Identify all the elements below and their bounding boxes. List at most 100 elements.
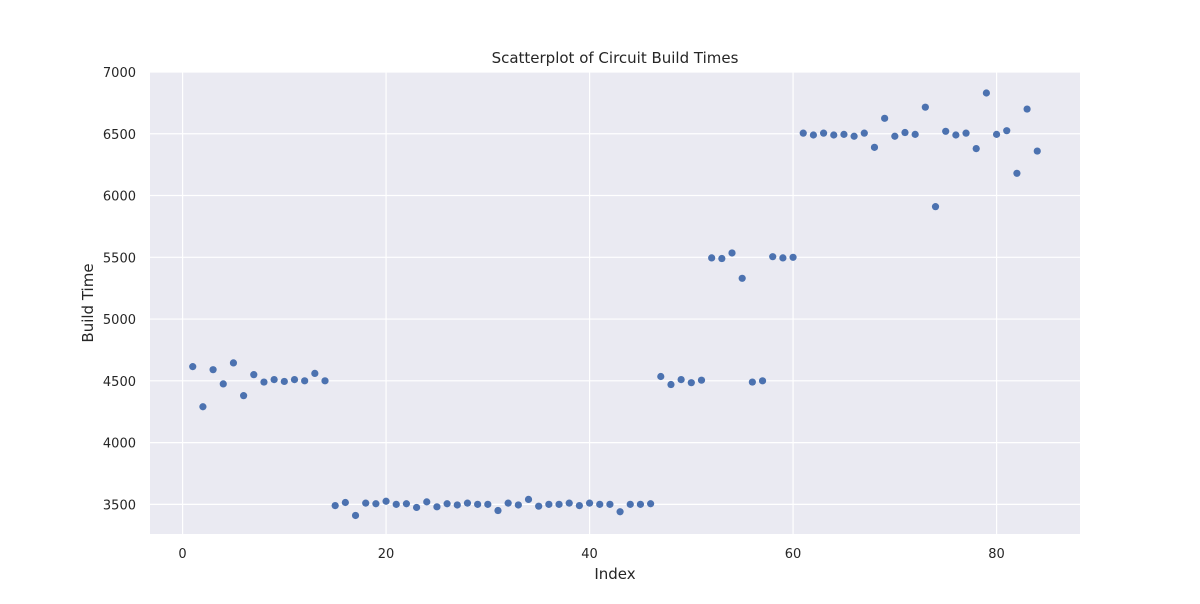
- chart-title: Scatterplot of Circuit Build Times: [492, 49, 739, 67]
- data-point: [962, 129, 970, 137]
- data-point: [697, 376, 706, 384]
- grid-lines: [150, 71, 1080, 534]
- data-point: [758, 377, 767, 385]
- data-point: [229, 359, 238, 367]
- data-point: [647, 500, 655, 508]
- data-point: [667, 380, 675, 389]
- data-point: [718, 254, 726, 263]
- data-point: [412, 503, 421, 512]
- data-point: [453, 501, 461, 509]
- data-point: [769, 253, 777, 261]
- x-tick-label: 0: [178, 547, 186, 562]
- data-point: [199, 403, 207, 411]
- data-point: [463, 499, 472, 507]
- data-point: [942, 127, 950, 135]
- data-point: [270, 375, 278, 384]
- data-point: [626, 500, 634, 508]
- data-point: [535, 502, 543, 510]
- data-point: [870, 143, 879, 151]
- data-point: [362, 499, 370, 507]
- y-tick-label: 4000: [103, 437, 136, 452]
- data-point: [911, 130, 919, 138]
- x-tick-label: 60: [785, 547, 802, 562]
- y-tick-label: 5500: [103, 251, 136, 266]
- data-point: [474, 500, 482, 508]
- data-point: [840, 130, 848, 138]
- data-point: [219, 380, 227, 388]
- data-point: [545, 500, 553, 508]
- data-point: [311, 369, 319, 378]
- y-axis-ticks: 3500 4000 4500 5000 5500 6000 6500 7000: [103, 66, 136, 513]
- data-point: [280, 377, 288, 386]
- data-point: [677, 375, 685, 384]
- data-point: [189, 363, 197, 371]
- data-point: [891, 132, 899, 140]
- data-point: [596, 500, 604, 508]
- data-point: [301, 377, 309, 385]
- data-point: [738, 274, 746, 282]
- data-point: [799, 129, 807, 137]
- x-tick-label: 80: [988, 547, 1005, 562]
- y-tick-label: 6000: [103, 190, 136, 205]
- data-point: [565, 499, 573, 507]
- data-point: [575, 501, 583, 510]
- y-axis-label: Build Time: [79, 263, 97, 342]
- data-point: [931, 203, 940, 211]
- y-tick-label: 3500: [103, 498, 136, 513]
- data-point: [585, 499, 594, 507]
- data-point: [789, 253, 797, 261]
- data-point: [850, 132, 858, 140]
- data-point: [209, 366, 217, 374]
- y-tick-label: 6500: [103, 128, 136, 143]
- data-point: [952, 131, 960, 139]
- data-point: [1003, 127, 1011, 135]
- data-point: [484, 500, 492, 508]
- data-point: [860, 129, 868, 137]
- data-point: [341, 498, 349, 507]
- data-point: [392, 500, 400, 508]
- data-point: [901, 128, 909, 137]
- data-point: [830, 131, 838, 139]
- data-points: [189, 89, 1041, 520]
- data-point: [402, 500, 411, 508]
- data-point: [728, 249, 736, 257]
- data-point: [881, 114, 889, 122]
- data-point: [433, 503, 441, 511]
- data-point: [992, 130, 1001, 138]
- data-point: [636, 500, 645, 508]
- data-point: [372, 500, 380, 508]
- x-axis-ticks: 0 20 40 60 80: [178, 547, 1004, 562]
- data-point: [921, 103, 929, 111]
- data-point: [321, 377, 329, 385]
- data-point: [779, 254, 787, 262]
- data-point: [972, 144, 980, 153]
- data-point: [748, 378, 756, 386]
- data-point: [240, 392, 248, 400]
- data-point: [250, 371, 258, 379]
- data-point: [514, 501, 522, 509]
- y-tick-label: 5000: [103, 313, 136, 328]
- data-point: [443, 500, 451, 508]
- data-point: [687, 379, 695, 387]
- data-point: [524, 495, 533, 504]
- data-point: [708, 254, 716, 262]
- data-point: [606, 500, 614, 508]
- data-point: [351, 511, 360, 520]
- data-point: [819, 129, 828, 137]
- data-point: [504, 499, 512, 507]
- data-point: [331, 501, 339, 510]
- data-point: [982, 89, 990, 97]
- plot-area-background: [150, 72, 1080, 534]
- y-tick-label: 4500: [103, 375, 136, 390]
- y-tick-label: 7000: [103, 66, 136, 81]
- data-point: [290, 375, 299, 384]
- data-point: [616, 508, 624, 516]
- data-point: [423, 498, 431, 506]
- data-point: [1023, 105, 1031, 113]
- data-point: [657, 372, 665, 381]
- data-point: [555, 500, 563, 508]
- data-point: [1033, 147, 1041, 155]
- data-point: [382, 497, 390, 505]
